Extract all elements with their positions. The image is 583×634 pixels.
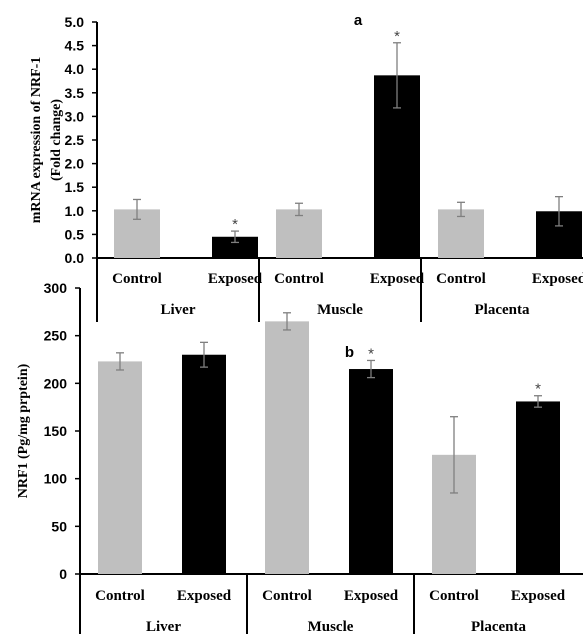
category-label: Control bbox=[274, 271, 324, 287]
significance-mark: * bbox=[535, 381, 541, 398]
group-label: Placenta bbox=[471, 619, 526, 634]
y-tick-label: 3.5 bbox=[65, 85, 85, 101]
y-tick-label: 3.0 bbox=[65, 108, 85, 124]
y-tick-label: 250 bbox=[44, 328, 68, 344]
y-tick-label: 4.5 bbox=[65, 38, 85, 54]
y-tick-label: 50 bbox=[51, 518, 67, 534]
group-label: Muscle bbox=[317, 302, 363, 318]
chart-title: b bbox=[345, 344, 354, 361]
y-tick-label: 0.5 bbox=[65, 226, 85, 242]
category-label: Control bbox=[436, 271, 486, 287]
y-tick-label: 2.5 bbox=[65, 132, 85, 148]
bar-muscle-control bbox=[265, 321, 309, 574]
significance-mark: * bbox=[368, 345, 374, 362]
bar-liver-control bbox=[98, 361, 142, 574]
group-label: Liver bbox=[161, 302, 196, 318]
y-tick-label: 2.0 bbox=[65, 156, 85, 172]
category-label: Control bbox=[262, 588, 312, 604]
bar-muscle-control bbox=[276, 209, 322, 258]
y-tick-label: 5.0 bbox=[65, 14, 85, 30]
category-label: Exposed bbox=[370, 271, 425, 287]
category-label: Exposed bbox=[511, 588, 566, 604]
y-axis-label: mRNA expression of NRF-1 bbox=[29, 57, 44, 224]
y-axis-label: (Fold change) bbox=[49, 99, 64, 181]
category-label: Exposed bbox=[177, 588, 232, 604]
category-label: Control bbox=[112, 271, 162, 287]
y-tick-label: 1.5 bbox=[65, 179, 85, 195]
category-label: Control bbox=[95, 588, 145, 604]
bar-liver-exposed bbox=[182, 354, 226, 574]
significance-mark: * bbox=[232, 216, 238, 233]
y-tick-label: 1.0 bbox=[65, 203, 85, 219]
y-tick-label: 150 bbox=[44, 423, 68, 439]
chart-panel-a: a 0.0 0.5 1.0 1.5 2.0 2.5 3.0 3.5 4.0 4.5 5.0 mRNA e… bbox=[29, 12, 583, 322]
category-label: Exposed bbox=[344, 588, 399, 604]
category-label: Exposed bbox=[532, 271, 583, 287]
category-label: Control bbox=[429, 588, 479, 604]
y-tick-label: 200 bbox=[44, 375, 68, 391]
y-axis-label: NRF1 (Pg/mg prptein) bbox=[16, 363, 31, 498]
bar-placenta-exposed bbox=[516, 401, 560, 574]
y-tick-label: 0 bbox=[59, 566, 67, 582]
group-label: Liver bbox=[146, 619, 181, 634]
group-label: Muscle bbox=[308, 619, 354, 634]
category-label: Exposed bbox=[208, 271, 263, 287]
significance-mark: * bbox=[394, 28, 400, 45]
bar-placenta-control bbox=[438, 209, 484, 258]
bar-liver-exposed bbox=[212, 236, 258, 258]
y-tick-label: 100 bbox=[44, 471, 68, 487]
y-tick-label: 4.0 bbox=[65, 61, 85, 77]
y-tick-label: 300 bbox=[44, 280, 68, 296]
y-tick-label: 0.0 bbox=[65, 250, 85, 266]
chart-panel-b: b 0 50 100 150 200 250 300 NRF1 (Pg/mg prptein) C… bbox=[16, 280, 583, 634]
bar-muscle-exposed bbox=[349, 369, 393, 574]
chart-title: a bbox=[354, 12, 363, 29]
group-label: Placenta bbox=[475, 302, 530, 318]
